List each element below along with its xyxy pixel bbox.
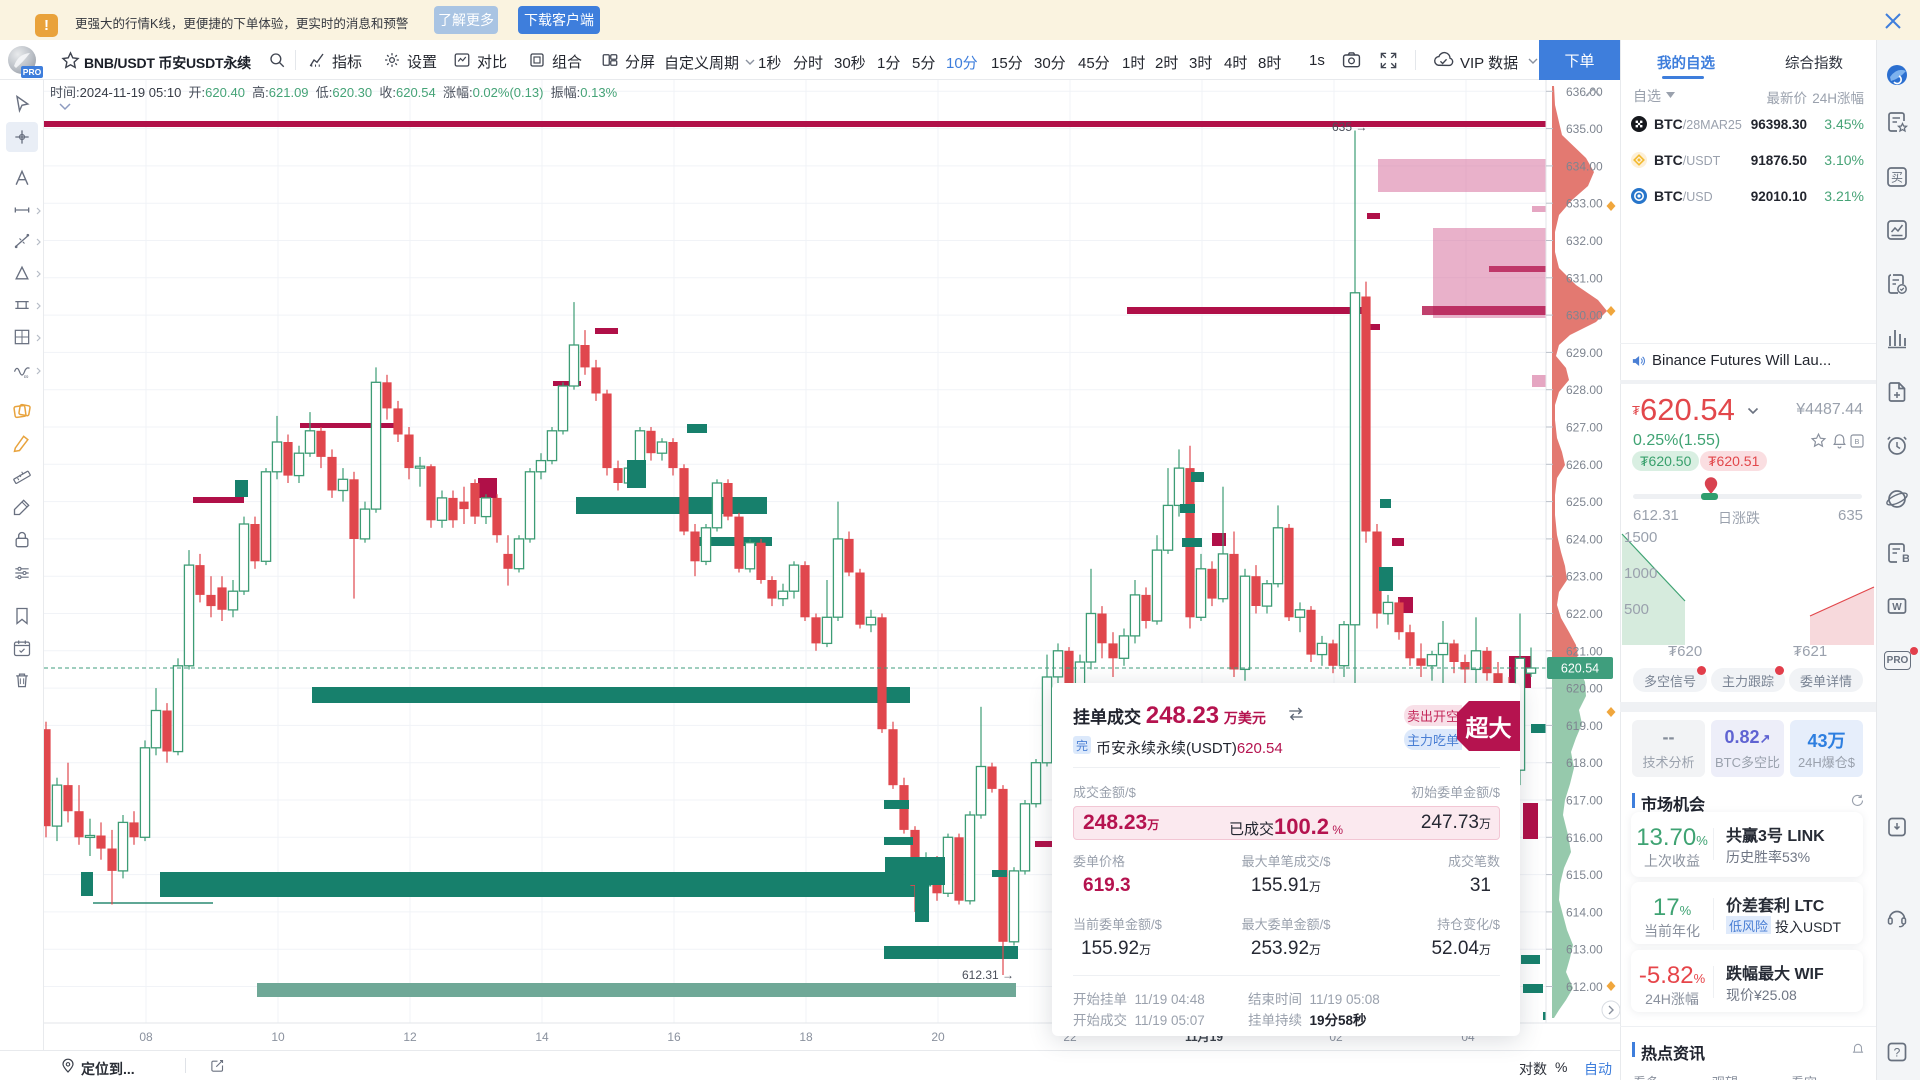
- svg-text:634.00: 634.00: [1566, 159, 1603, 173]
- svg-text:624.00: 624.00: [1566, 532, 1603, 546]
- svg-text:623.00: 623.00: [1566, 570, 1603, 584]
- svg-text:632.00: 632.00: [1566, 234, 1603, 248]
- svg-text:16: 16: [667, 1030, 681, 1044]
- svg-text:628.00: 628.00: [1566, 383, 1603, 397]
- svg-text:621.00: 621.00: [1566, 644, 1603, 658]
- svg-text:612.31 →: 612.31 →: [962, 968, 1014, 982]
- svg-text:10: 10: [271, 1030, 285, 1044]
- svg-text:630.00: 630.00: [1566, 309, 1603, 323]
- svg-text:618.00: 618.00: [1566, 756, 1603, 770]
- svg-text:622.00: 622.00: [1566, 607, 1603, 621]
- svg-text:635 →: 635 →: [1332, 120, 1367, 134]
- svg-text:626.00: 626.00: [1566, 458, 1603, 472]
- svg-text:B: B: [1855, 437, 1860, 446]
- svg-text:W: W: [1892, 602, 1902, 613]
- svg-text:636.00: 636.00: [1566, 85, 1603, 99]
- svg-text:B: B: [1902, 553, 1909, 565]
- svg-text:631.00: 631.00: [1566, 271, 1603, 285]
- svg-text:633.00: 633.00: [1566, 197, 1603, 211]
- svg-text:612.00: 612.00: [1566, 980, 1603, 994]
- svg-text:620.00: 620.00: [1566, 682, 1603, 696]
- svg-text:629.00: 629.00: [1566, 346, 1603, 360]
- svg-text:∞: ∞: [24, 373, 29, 380]
- svg-text:613.00: 613.00: [1566, 943, 1603, 957]
- svg-text:635.00: 635.00: [1566, 122, 1603, 136]
- svg-text:?: ?: [1894, 1046, 1901, 1060]
- svg-text:625.00: 625.00: [1566, 495, 1603, 509]
- svg-text:14: 14: [535, 1030, 549, 1044]
- svg-text:627.00: 627.00: [1566, 421, 1603, 435]
- svg-text:18: 18: [799, 1030, 813, 1044]
- svg-text:617.00: 617.00: [1566, 794, 1603, 808]
- svg-text:12: 12: [403, 1030, 417, 1044]
- svg-text:619.00: 619.00: [1566, 719, 1603, 733]
- svg-text:08: 08: [139, 1030, 153, 1044]
- svg-text:买: 买: [1891, 171, 1903, 185]
- svg-text:614.00: 614.00: [1566, 905, 1603, 919]
- svg-text:615.00: 615.00: [1566, 868, 1603, 882]
- svg-text:616.00: 616.00: [1566, 831, 1603, 845]
- svg-text:20: 20: [931, 1030, 945, 1044]
- svg-text:620.54: 620.54: [1561, 662, 1599, 676]
